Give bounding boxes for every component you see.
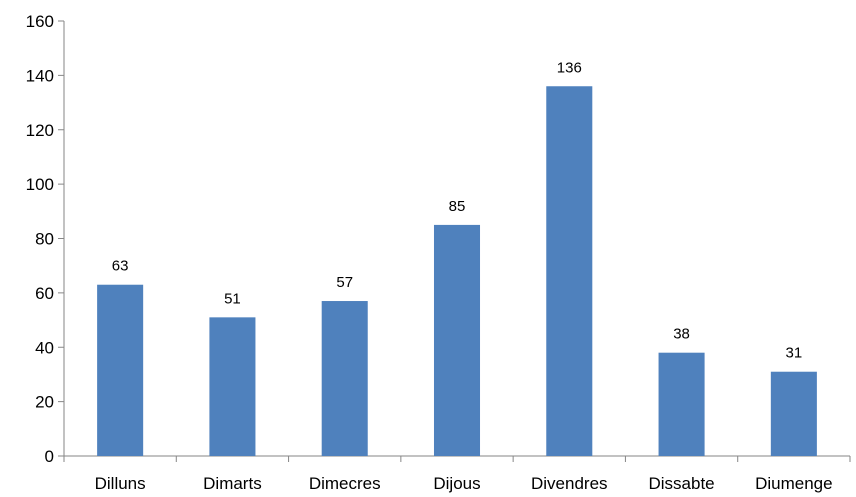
bar-dilluns (97, 284, 144, 456)
bar-dissabte (658, 352, 705, 456)
bar-dijous (433, 224, 481, 456)
y-tick-label: 60 (35, 284, 54, 303)
data-label: 38 (673, 326, 690, 343)
data-label: 57 (336, 274, 353, 291)
category-label: Diumenge (755, 474, 833, 493)
data-label: 51 (224, 290, 241, 307)
category-label: Dimecres (309, 474, 381, 493)
bar-diumenge (770, 371, 817, 456)
bar-dimarts (209, 317, 256, 456)
data-label: 31 (786, 345, 803, 362)
bar-dimecres (321, 301, 368, 456)
data-label: 85 (449, 198, 466, 215)
y-tick-label: 100 (26, 175, 54, 194)
bar-divendres (546, 86, 593, 456)
y-tick-label: 160 (26, 12, 54, 31)
category-label: Dimarts (203, 474, 262, 493)
y-tick-label: 80 (35, 230, 54, 249)
y-tick-label: 120 (26, 121, 54, 140)
y-tick-label: 140 (26, 66, 54, 85)
y-tick-label: 20 (35, 393, 54, 412)
y-tick-label: 40 (35, 338, 54, 357)
y-tick-label: 0 (45, 447, 54, 466)
data-label: 136 (557, 59, 582, 76)
category-label: Divendres (531, 474, 608, 493)
category-label: Dissabte (649, 474, 715, 493)
data-label: 63 (112, 258, 129, 275)
category-label: Dijous (433, 474, 480, 493)
category-label: Dilluns (95, 474, 146, 493)
